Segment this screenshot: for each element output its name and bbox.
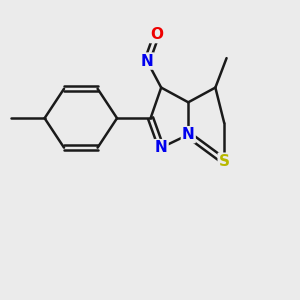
Text: N: N xyxy=(182,127,195,142)
Text: S: S xyxy=(219,154,230,169)
Text: N: N xyxy=(155,140,168,155)
Text: O: O xyxy=(150,27,163,42)
Text: N: N xyxy=(141,54,153,69)
